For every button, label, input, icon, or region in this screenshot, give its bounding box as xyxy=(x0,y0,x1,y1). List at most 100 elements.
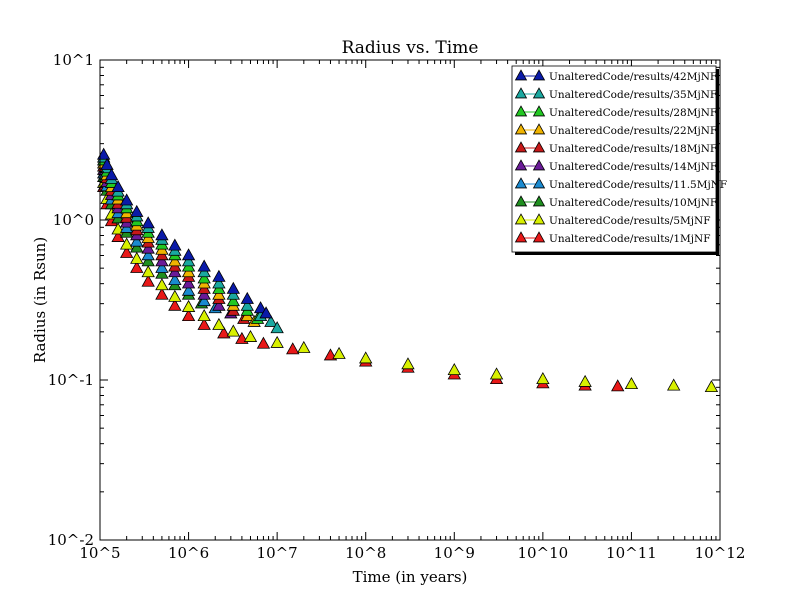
data-point xyxy=(155,254,169,267)
data-point xyxy=(181,299,196,312)
data-point xyxy=(155,260,169,273)
data-point xyxy=(212,317,226,330)
plot-frame xyxy=(99,59,721,541)
y-tick-label: 10^0 xyxy=(53,211,94,229)
legend-marker xyxy=(532,123,546,135)
data-point xyxy=(141,216,155,229)
data-point xyxy=(130,204,144,217)
legend-marker xyxy=(514,231,528,243)
legend-label: UnalteredCode/results/22MjNF xyxy=(549,125,717,137)
x-tick-label: 10^12 xyxy=(695,544,746,562)
legend-marker xyxy=(532,231,546,243)
data-point xyxy=(270,321,284,334)
data-point xyxy=(111,180,125,193)
data-point xyxy=(181,248,196,261)
data-point xyxy=(168,289,182,302)
y-axis-title: Radius (in Rsun) xyxy=(31,237,49,363)
data-point xyxy=(119,245,134,258)
data-point xyxy=(212,287,226,300)
x-tick-label: 10^5 xyxy=(79,544,120,562)
legend-entry: UnalteredCode/results/42MjNF xyxy=(514,69,717,83)
legend-marker xyxy=(514,141,528,153)
legend-label: UnalteredCode/results/42MjNF xyxy=(549,71,717,83)
data-point xyxy=(212,298,226,311)
data-point xyxy=(141,265,155,278)
data-point xyxy=(286,342,300,355)
data-point xyxy=(226,287,240,300)
data-point xyxy=(197,309,211,322)
legend-label: UnalteredCode/results/18MjNF xyxy=(549,143,717,155)
data-point xyxy=(104,168,119,181)
data-point xyxy=(181,283,196,296)
legend-marker xyxy=(532,213,546,225)
data-point xyxy=(155,278,169,291)
data-point xyxy=(243,329,258,342)
y-tick-label: 10^1 xyxy=(53,51,94,69)
data-point xyxy=(264,314,278,327)
data-point xyxy=(155,287,169,300)
legend-marker xyxy=(532,177,546,189)
legend-box xyxy=(511,65,717,253)
data-point xyxy=(197,317,211,330)
data-point xyxy=(96,147,111,160)
data-point xyxy=(704,380,719,393)
legend-label: UnalteredCode/results/10MjNF xyxy=(549,197,717,209)
data-point xyxy=(226,281,240,294)
series-9 xyxy=(96,180,625,392)
data-point xyxy=(536,372,550,385)
data-point xyxy=(168,298,182,311)
axes: 10^5 10^6 10^7 10^8 10^9 10^10 10^11 10^12 10^-2… xyxy=(48,51,746,562)
data-point xyxy=(240,291,254,304)
legend-marker xyxy=(514,105,528,117)
legend-marker xyxy=(514,87,528,99)
data-point xyxy=(181,309,196,322)
data-point xyxy=(168,272,182,286)
data-point xyxy=(489,367,504,380)
data-point xyxy=(168,238,182,251)
legend-entry: UnalteredCode/results/14MjNF xyxy=(514,159,717,173)
data-point xyxy=(141,254,155,267)
legend-label: UnalteredCode/results/14MjNF xyxy=(549,161,717,173)
y-tick-label: 10^-1 xyxy=(48,371,94,389)
data-point xyxy=(297,340,311,353)
legend: UnalteredCode/results/42MjNF UnalteredCod… xyxy=(511,65,727,255)
data-point xyxy=(197,271,211,284)
legend-marker xyxy=(532,105,546,117)
legend-entry: UnalteredCode/results/1MjNF xyxy=(514,231,711,245)
data-point xyxy=(401,357,415,370)
data-point xyxy=(240,298,254,311)
legend-label: UnalteredCode/results/28MjNF xyxy=(549,107,717,119)
data-point xyxy=(141,248,155,261)
data-point xyxy=(212,276,226,289)
data-point xyxy=(624,376,639,390)
legend-marker xyxy=(514,177,528,189)
data-point xyxy=(197,287,211,300)
legend-entry: UnalteredCode/results/5MjNF xyxy=(514,213,711,227)
x-tick-label: 10^11 xyxy=(606,544,657,562)
data-point xyxy=(130,260,144,273)
legend-entry: UnalteredCode/results/18MjNF xyxy=(514,141,717,155)
series-0 xyxy=(96,147,273,319)
data-point xyxy=(100,157,114,170)
legend-marker xyxy=(532,141,546,153)
data-point xyxy=(226,294,240,307)
data-point xyxy=(256,336,271,349)
legend-marker xyxy=(514,123,528,135)
legend-label: UnalteredCode/results/5MjNF xyxy=(549,215,711,227)
data-point xyxy=(130,240,144,253)
data-point xyxy=(578,374,592,387)
legend-marker xyxy=(514,159,528,171)
data-point xyxy=(119,237,134,250)
legend-marker xyxy=(532,195,546,207)
data-point xyxy=(168,254,182,267)
data-point xyxy=(332,346,346,359)
x-tick-label: 10^10 xyxy=(517,544,568,562)
y-tick-label: 10^-2 xyxy=(48,531,94,549)
chart-title: Radius vs. Time xyxy=(342,38,479,58)
data-point xyxy=(119,193,134,206)
data-point xyxy=(181,254,196,267)
legend-marker xyxy=(514,195,528,207)
data-point xyxy=(226,324,240,337)
data-point xyxy=(217,326,231,339)
x-tick-label: 10^6 xyxy=(168,544,209,562)
